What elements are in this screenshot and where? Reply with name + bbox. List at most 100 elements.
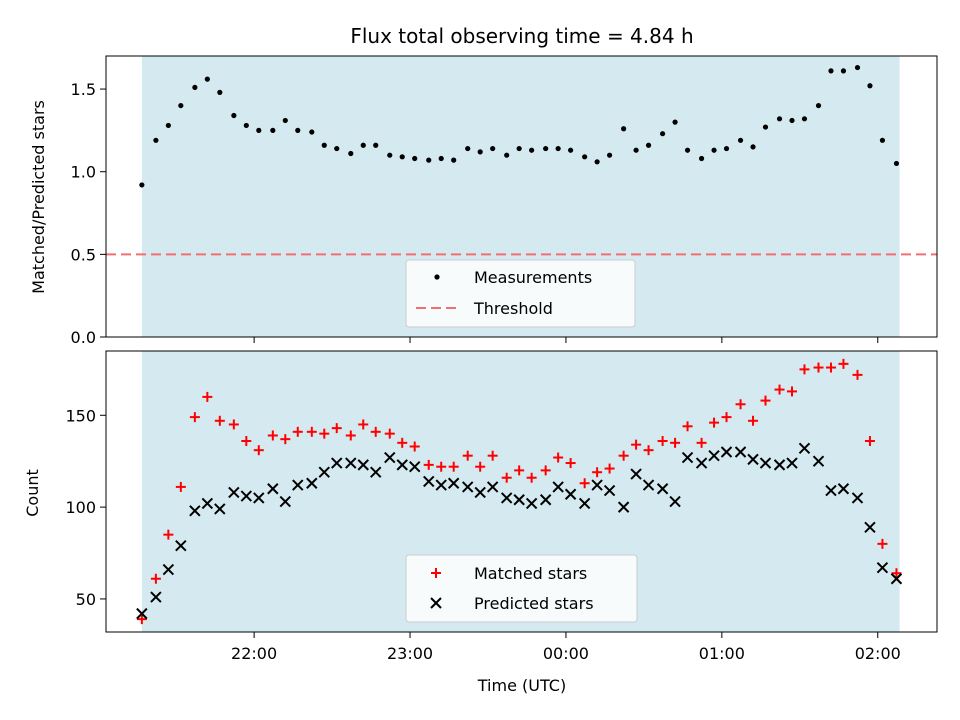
matched-star-point xyxy=(709,417,720,428)
matched-star-point xyxy=(280,434,291,445)
predicted-star-point xyxy=(591,479,603,491)
measurement-point xyxy=(490,145,496,152)
x-axis-label: Time (UTC) xyxy=(477,676,566,695)
measurement-point xyxy=(373,142,379,148)
measurement-point xyxy=(348,150,354,157)
legend-matched-label: Matched stars xyxy=(474,564,587,583)
matched-star-point xyxy=(553,452,564,463)
measurement-point xyxy=(645,142,652,148)
predicted-star-point xyxy=(759,457,772,469)
matched-star-point xyxy=(202,391,213,402)
bottom-legend-box xyxy=(405,554,638,623)
predicted-star-point xyxy=(150,591,162,603)
predicted-star-point xyxy=(708,449,720,462)
top-y-ticks: 0.0 0.5 1.0 1.5 xyxy=(71,80,106,347)
predicted-star-point xyxy=(812,455,825,467)
matched-star-point xyxy=(462,450,473,461)
predicted-star-point xyxy=(720,446,733,458)
matched-star-point xyxy=(787,386,798,397)
measurement-point xyxy=(529,147,535,153)
top-x-ticks xyxy=(253,337,879,343)
matched-star-point xyxy=(592,467,603,478)
matched-star-point xyxy=(228,419,239,430)
measurement-point xyxy=(840,68,847,74)
matched-star-point xyxy=(448,461,459,472)
matched-star-point xyxy=(891,568,902,579)
measurement-point xyxy=(270,127,276,133)
matched-star-point xyxy=(423,459,434,470)
predicted-star-point xyxy=(486,481,499,493)
predicted-star-point xyxy=(423,475,435,488)
top-panel: 0.0 0.5 1.0 1.5 Matched/Predicted stars Mea… xyxy=(29,55,938,347)
matched-star-point xyxy=(136,614,147,625)
matched-star-point xyxy=(163,529,174,540)
y-tick-label: 1.5 xyxy=(71,80,96,99)
legend-measurements-label: Measurements xyxy=(474,268,592,287)
legend-x-glyph xyxy=(430,597,442,609)
predicted-star-point xyxy=(435,479,447,491)
matched-star-point xyxy=(682,421,693,432)
measurement-point xyxy=(672,119,678,125)
bottom-panel: 50 100 150 22:00 23:00 00:00 01:00 02:00 Count… xyxy=(23,350,938,695)
matched-star-point xyxy=(487,450,498,461)
predicted-star-point xyxy=(564,488,577,500)
measurement-point xyxy=(854,64,861,71)
legend-predicted-label: Predicted stars xyxy=(474,594,594,613)
measurement-point xyxy=(360,142,366,148)
predicted-star-point xyxy=(695,457,708,469)
matched-star-point xyxy=(306,426,317,437)
predicted-star-point xyxy=(617,501,630,513)
predicted-star-point xyxy=(357,459,369,471)
measurement-point xyxy=(737,137,744,143)
x-tick-label: 22:00 xyxy=(231,644,277,663)
predicted-star-point xyxy=(462,481,474,493)
measurement-point xyxy=(698,155,705,162)
predicted-star-point xyxy=(384,451,396,464)
matched-star-point xyxy=(748,415,759,426)
matched-star-point xyxy=(604,463,615,474)
measurement-point xyxy=(309,129,315,135)
matched-star-point xyxy=(331,423,342,434)
y-tick-label: 0.5 xyxy=(71,245,96,264)
measurement-point xyxy=(192,84,198,91)
measurement-point xyxy=(723,145,730,152)
matched-star-point xyxy=(397,437,408,448)
top-y-axis-label: Matched/Predicted stars xyxy=(29,100,48,294)
measurement-point xyxy=(477,149,483,155)
measurement-point xyxy=(204,76,210,82)
matched-star-point xyxy=(657,435,668,446)
predicted-star-point xyxy=(189,505,201,517)
measurement-point xyxy=(178,102,184,109)
predicted-star-point xyxy=(136,607,148,620)
matched-star-point xyxy=(514,465,525,476)
measurement-point xyxy=(153,137,159,143)
matched-star-point xyxy=(774,384,785,395)
bottom-marks xyxy=(136,358,903,625)
matched-star-point xyxy=(643,445,654,456)
measurement-point xyxy=(399,154,405,160)
predicted-star-point xyxy=(681,451,694,464)
measurement-point xyxy=(776,116,783,122)
matched-star-point xyxy=(721,412,732,423)
matched-star-point xyxy=(175,481,186,492)
matched-star-point xyxy=(838,358,849,369)
measurement-point xyxy=(543,145,549,152)
measurement-point xyxy=(801,116,808,122)
measurement-point xyxy=(295,127,301,133)
matched-star-point xyxy=(526,472,537,483)
matched-star-point xyxy=(319,428,330,439)
matched-star-point xyxy=(696,437,707,448)
matched-star-point xyxy=(189,412,200,423)
predicted-star-point xyxy=(306,477,318,489)
matched-star-point xyxy=(253,445,264,456)
measurement-point xyxy=(139,182,145,188)
measurement-point xyxy=(231,112,237,119)
x-tick-label: 00:00 xyxy=(543,644,589,663)
predicted-star-point xyxy=(201,497,214,510)
matched-star-point xyxy=(345,430,356,441)
matched-star-point xyxy=(877,538,888,549)
measurement-point xyxy=(438,155,444,162)
measurement-point xyxy=(711,147,717,153)
measurement-point xyxy=(684,147,691,153)
matched-star-point xyxy=(501,472,512,483)
